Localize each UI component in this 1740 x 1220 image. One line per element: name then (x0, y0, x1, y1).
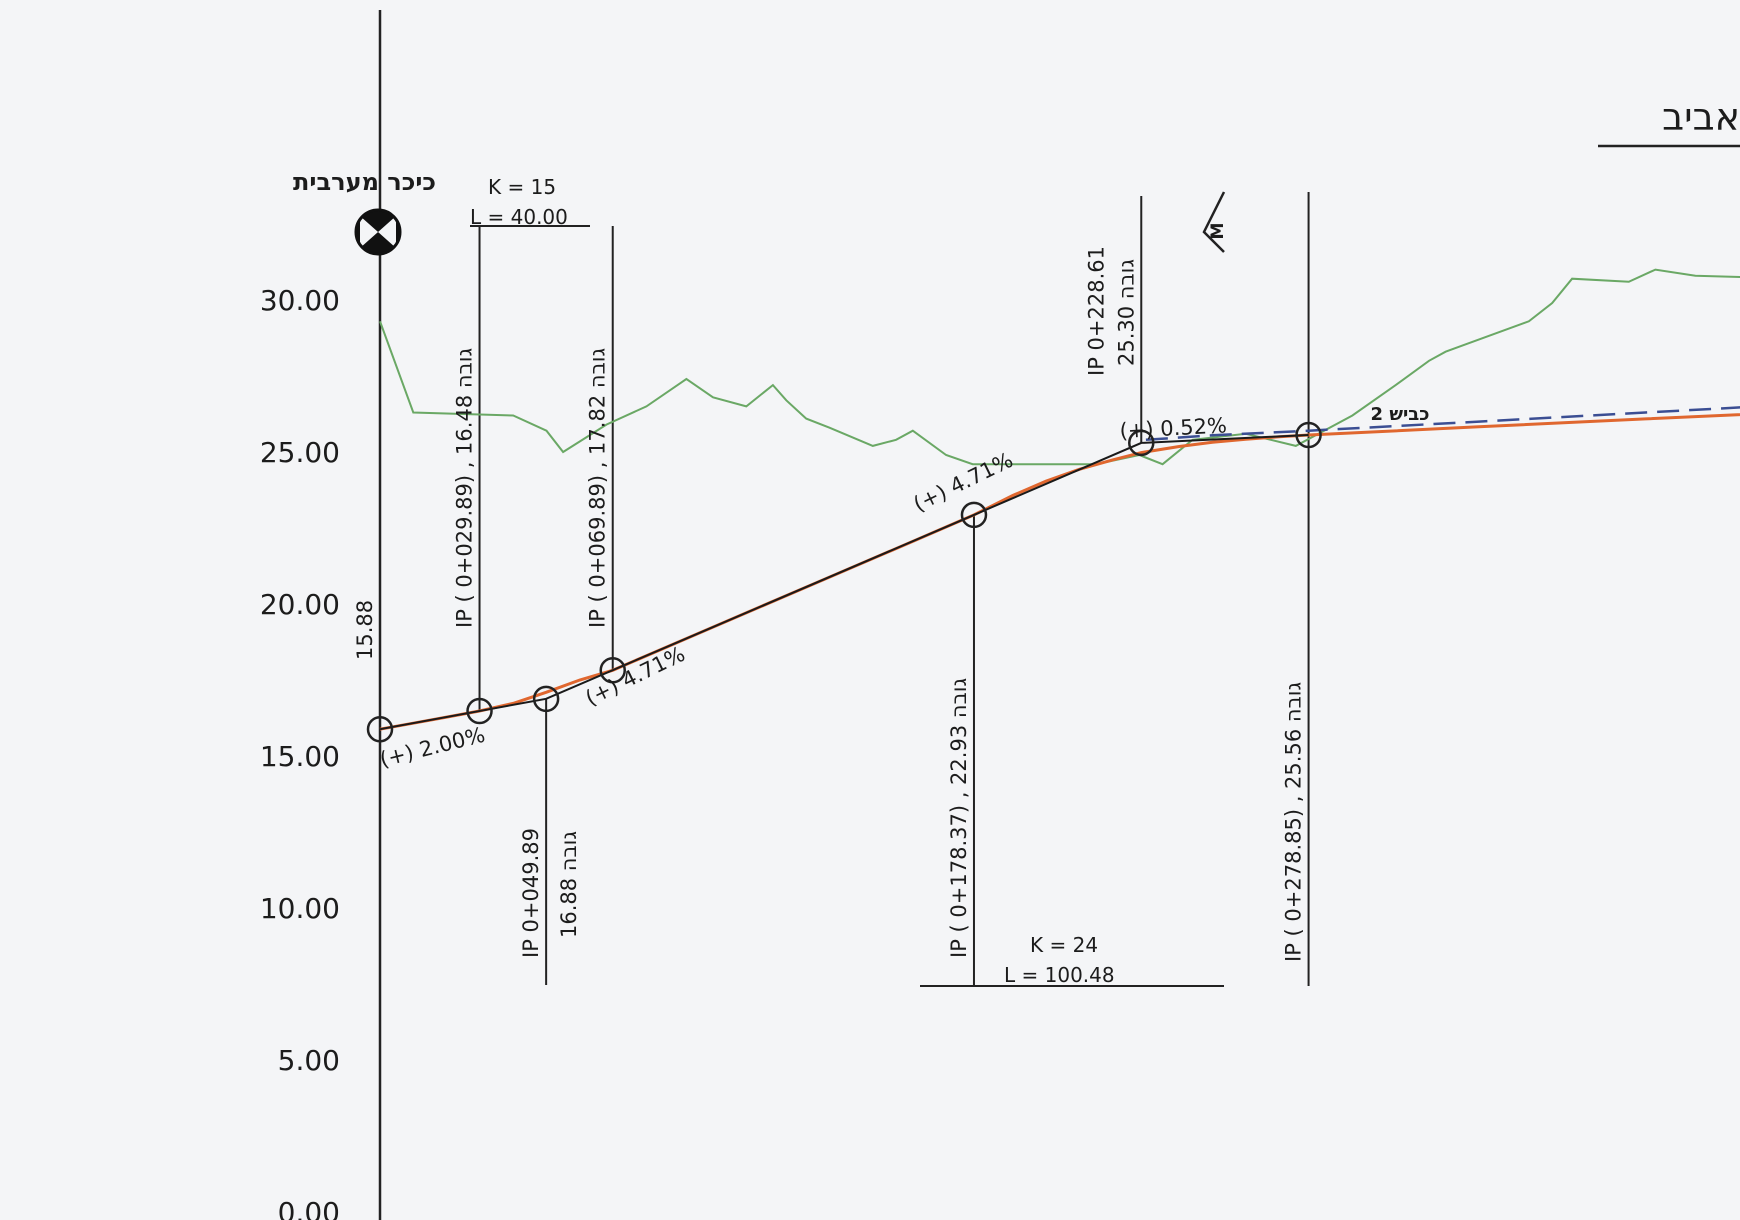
station-label: IP ( 0+278.85) , 25.56 גובה (1282, 682, 1306, 962)
station-label: IP ( 0+178.37) , 22.93 גובה (947, 678, 971, 958)
station-elevation-label: 16.88 גובה (557, 831, 581, 938)
station-label: IP ( 0+069.89) , 17.82 גובה (586, 348, 610, 628)
station-label: IP 0+228.61 (1084, 246, 1108, 376)
curve-1-k: K = 15 (488, 175, 556, 199)
y-tick-label: 10.00 (260, 892, 340, 925)
roundabout-label: כיכר מערבית (293, 168, 436, 196)
station-label: IP 0+049.89 (519, 828, 543, 958)
curve-2-k: K = 24 (1030, 933, 1098, 957)
y-tick-label: 20.00 (260, 588, 340, 621)
corner-title: אביב (1662, 95, 1740, 139)
station-elevation-label: 15.88 (353, 600, 377, 660)
road-label: כביש 2 (1371, 404, 1430, 425)
station-elevation-label: 25.30 גובה (1114, 259, 1138, 366)
y-tick-label: 15.00 (260, 740, 340, 773)
roundabout-icon (356, 210, 400, 254)
marker-letter: M (1208, 223, 1228, 240)
y-tick-label: 30.00 (260, 284, 340, 317)
curve-2-l: L = 100.48 (1004, 963, 1115, 987)
station-label: IP ( 0+029.89) , 16.48 גובה (453, 348, 477, 628)
y-tick-label: 0.00 (278, 1196, 340, 1220)
y-tick-label: 5.00 (278, 1044, 340, 1077)
y-tick-label: 25.00 (260, 436, 340, 469)
